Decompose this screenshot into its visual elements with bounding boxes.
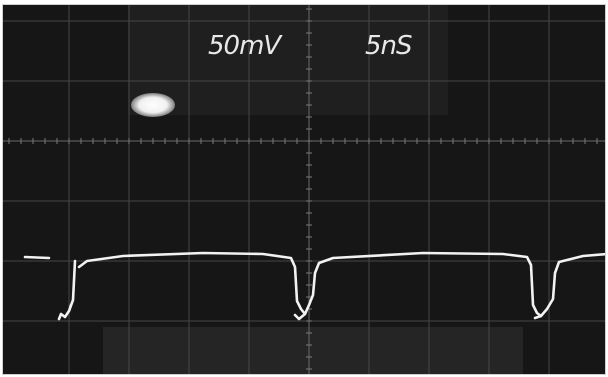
graticule-grid [3, 5, 605, 374]
oscilloscope-screen: 50mV 5nS [2, 4, 606, 375]
bright-dot-icon [131, 93, 175, 117]
time-per-div-readout: 5nS [365, 31, 413, 61]
screen-reflection [128, 5, 448, 115]
center-axes [3, 5, 605, 374]
screen-reflection [103, 327, 523, 374]
graticule-and-trace [3, 5, 605, 374]
axis-ticks [8, 8, 598, 370]
volts-per-div-readout: 50mV [208, 31, 281, 61]
waveform-trace [23, 251, 605, 321]
